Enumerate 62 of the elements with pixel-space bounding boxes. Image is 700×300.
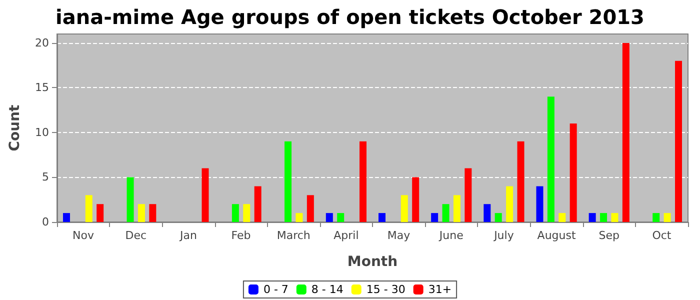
x-tick-label: Jan bbox=[178, 229, 197, 242]
bar bbox=[202, 168, 209, 222]
x-tick-label: July bbox=[493, 229, 514, 242]
bar bbox=[243, 204, 250, 222]
bar bbox=[126, 177, 134, 222]
bar bbox=[453, 195, 460, 222]
bar bbox=[232, 204, 239, 222]
bar bbox=[138, 204, 145, 222]
bar bbox=[664, 213, 671, 222]
bar bbox=[494, 213, 502, 222]
bar bbox=[412, 177, 420, 222]
bar bbox=[326, 213, 333, 222]
bar bbox=[360, 141, 367, 222]
bar bbox=[284, 141, 292, 222]
bar bbox=[652, 213, 660, 222]
y-tick-label: 0 bbox=[42, 216, 49, 228]
x-tick-label: Sep bbox=[598, 229, 620, 242]
y-tick-label: 10 bbox=[35, 126, 49, 139]
x-tick-label: Oct bbox=[652, 229, 672, 242]
bar bbox=[506, 186, 514, 222]
bar bbox=[547, 96, 554, 222]
y-tick-label: 15 bbox=[35, 81, 49, 94]
bar bbox=[62, 213, 70, 222]
bar bbox=[400, 195, 408, 222]
x-tick-label: Dec bbox=[125, 229, 147, 242]
x-tick-label: Feb bbox=[231, 229, 251, 242]
y-tick-label: 5 bbox=[42, 170, 49, 184]
legend-label: 31+ bbox=[428, 283, 452, 296]
bar bbox=[570, 124, 577, 222]
chart-title: iana-mime Age groups of open tickets October 2013 bbox=[56, 5, 644, 29]
legend-label: 0 - 7 bbox=[263, 283, 288, 296]
bar bbox=[296, 213, 303, 222]
x-tick-label: June bbox=[438, 229, 464, 242]
bar bbox=[588, 213, 596, 222]
legend-label: 15 - 30 bbox=[366, 283, 406, 296]
y-axis-title: Count bbox=[7, 104, 23, 152]
bar bbox=[611, 213, 618, 222]
bar bbox=[464, 168, 472, 222]
x-tick-label: May bbox=[387, 229, 411, 242]
x-tick-label: April bbox=[334, 229, 359, 242]
y-tick-label: 20 bbox=[35, 36, 49, 50]
bar bbox=[378, 213, 386, 222]
bar bbox=[431, 213, 438, 222]
x-tick-label: Nov bbox=[72, 229, 95, 242]
x-axis-title: Month bbox=[347, 254, 398, 270]
bar bbox=[675, 60, 682, 222]
bar bbox=[622, 42, 630, 222]
bar bbox=[254, 186, 262, 222]
bar bbox=[337, 213, 344, 222]
bar bbox=[442, 204, 450, 222]
bar bbox=[149, 204, 156, 222]
legend-label: 8 - 14 bbox=[311, 283, 344, 296]
bar bbox=[484, 204, 491, 222]
x-tick-label: March bbox=[276, 229, 310, 242]
bar bbox=[536, 186, 544, 222]
x-tick-label: August bbox=[537, 229, 576, 242]
bar bbox=[85, 195, 92, 222]
bar bbox=[517, 141, 524, 222]
bar bbox=[558, 213, 566, 222]
bar bbox=[600, 213, 608, 222]
bar bbox=[306, 195, 314, 222]
bar bbox=[96, 204, 104, 222]
